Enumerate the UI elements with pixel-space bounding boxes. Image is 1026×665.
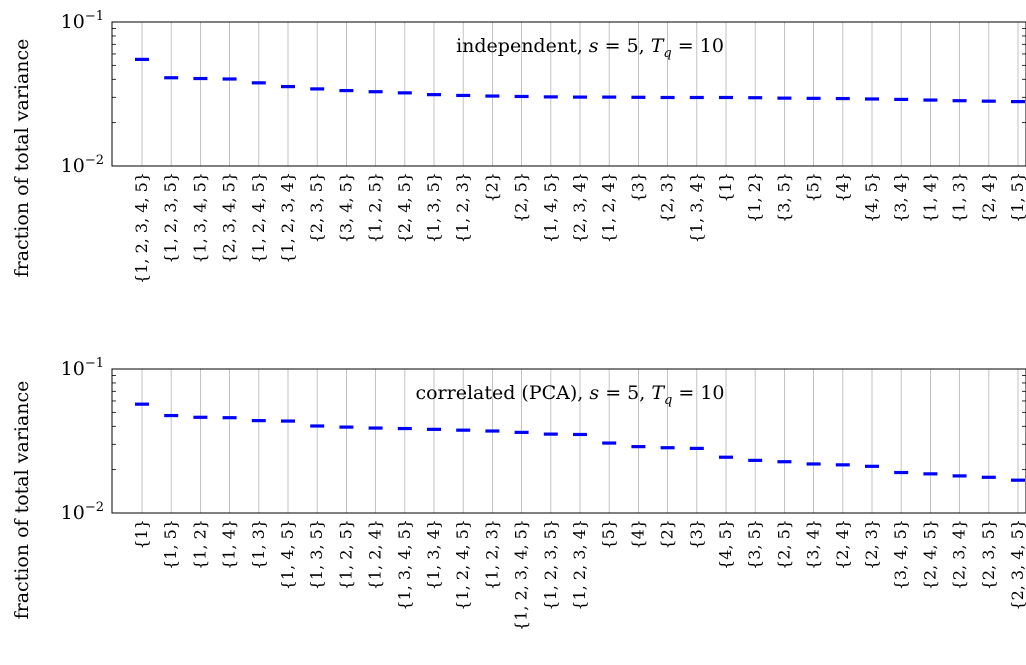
category-label: {2, 3, 4, 5} (1008, 519, 1026, 611)
category-label: {2, 3, 4} (950, 519, 969, 590)
category-label: {1, 3, 4} (424, 519, 443, 590)
category-label: {1, 2, 3, 4, 5} (512, 519, 531, 631)
category-label: {4, 5} (716, 519, 735, 570)
category-label: {2, 4} (979, 172, 998, 223)
category-label: {1, 5} (1008, 172, 1026, 223)
category-label: {3, 4} (804, 519, 823, 570)
category-label: {1, 2, 4} (366, 519, 385, 590)
category-label: {1, 2, 3} (482, 519, 501, 590)
category-label: {1, 2, 4, 5} (249, 172, 268, 264)
category-label: {3, 4} (891, 172, 910, 223)
category-label: {1} (716, 172, 735, 203)
chart-independent-ylabel: fraction of total variance (11, 39, 33, 278)
chart-correlated-y-ticks (112, 368, 1026, 514)
category-label: {3, 5} (774, 172, 793, 223)
category-label: {1, 2, 3} (453, 172, 472, 243)
category-label: {1, 2, 5} (336, 519, 355, 590)
chart-independent-ytick-top: 10−1 (61, 9, 104, 33)
category-label: {1, 4, 5} (278, 519, 297, 590)
category-label: {1, 2, 5} (366, 172, 385, 243)
category-label: {3} (687, 519, 706, 550)
category-label: {1, 3, 4, 5} (395, 519, 414, 611)
category-label: {2, 4} (833, 519, 852, 570)
category-label: {2, 3, 5} (307, 172, 326, 243)
category-label: {3, 4, 5} (891, 519, 910, 590)
category-label: {1, 2, 3, 4, 5} (132, 172, 151, 284)
category-label: {1, 3, 4} (687, 172, 706, 243)
category-label: {2, 3, 4, 5} (220, 172, 239, 264)
chart-correlated-ytick-bottom: 10−2 (61, 500, 104, 524)
chart-independent-annotation: independent, s = 5, Tq = 10 (456, 35, 724, 61)
category-label: {1, 5} (161, 519, 180, 570)
category-label: {1, 3, 5} (307, 519, 326, 590)
chart-independent-ytick-bottom: 10−2 (61, 153, 104, 177)
chart-correlated-annotation: correlated (PCA), s = 5, Tq = 10 (415, 382, 724, 408)
chart-independent-category-labels: {1, 2, 3, 4, 5} {1, 2, 3, 5} {1, 3, 4, 5} {… (132, 172, 1026, 284)
category-label: {2, 3} (862, 519, 881, 570)
chart-correlated-ylabel: fraction of total variance (11, 381, 33, 620)
chart-correlated-plot-area (111, 368, 1026, 514)
category-label: {1, 4} (920, 172, 939, 223)
category-label: {5} (599, 519, 618, 550)
chart-independent-marks (135, 57, 1025, 104)
category-label: {1, 2} (190, 519, 209, 570)
category-label: {1, 4} (220, 519, 239, 570)
category-label: {1, 3} (249, 519, 268, 570)
chart-correlated-category-labels: {1} {1, 5} {1, 2} {1, 4} {1, 3} {1, 4, 5} {1, … (132, 519, 1026, 631)
category-label: {3, 5} (745, 519, 764, 570)
category-label: {1, 2, 3, 4} (278, 172, 297, 264)
chart-independent: 10−1 10−2 fraction of total variance ind… (11, 9, 1026, 284)
category-label: {1} (132, 519, 151, 550)
category-label: {1, 2, 3, 4} (570, 519, 589, 611)
category-label: {1, 2, 4} (599, 172, 618, 243)
category-label: {2, 5} (512, 172, 531, 223)
chart-correlated-ytick-top: 10−1 (61, 356, 104, 380)
category-label: {2} (482, 172, 501, 203)
category-label: {2, 3} (658, 172, 677, 223)
category-label: {1, 3} (950, 172, 969, 223)
category-label: {4} (833, 172, 852, 203)
category-label: {1, 2} (745, 172, 764, 223)
category-label: {1, 2, 4, 5} (453, 519, 472, 611)
category-label: {2} (658, 519, 677, 550)
category-label: {2, 3, 4} (570, 172, 589, 243)
category-label: {2, 4, 5} (395, 172, 414, 243)
category-label: {4} (628, 519, 647, 550)
category-label: {4, 5} (862, 172, 881, 223)
category-label: {3, 4, 5} (336, 172, 355, 243)
category-label: {1, 2, 3, 5} (161, 172, 180, 264)
category-label: {1, 2, 3, 5} (541, 519, 560, 611)
category-label: {2, 3, 5} (979, 519, 998, 590)
chart-independent-plot-area (111, 21, 1026, 167)
chart-correlated-marks (135, 402, 1025, 482)
category-label: {5} (804, 172, 823, 203)
chart-correlated: 10−1 10−2 fraction of total variance cor… (11, 356, 1026, 631)
category-label: {2, 5} (774, 519, 793, 570)
chart-independent-y-ticks (112, 21, 1026, 167)
category-label: {2, 4, 5} (920, 519, 939, 590)
chart-independent-gridlines (141, 22, 1019, 166)
category-label: {1, 3, 4, 5} (190, 172, 209, 264)
category-label: {3} (628, 172, 647, 203)
category-label: {1, 3, 5} (424, 172, 443, 243)
category-label: {1, 4, 5} (541, 172, 560, 243)
chart-correlated-gridlines (141, 369, 1019, 513)
